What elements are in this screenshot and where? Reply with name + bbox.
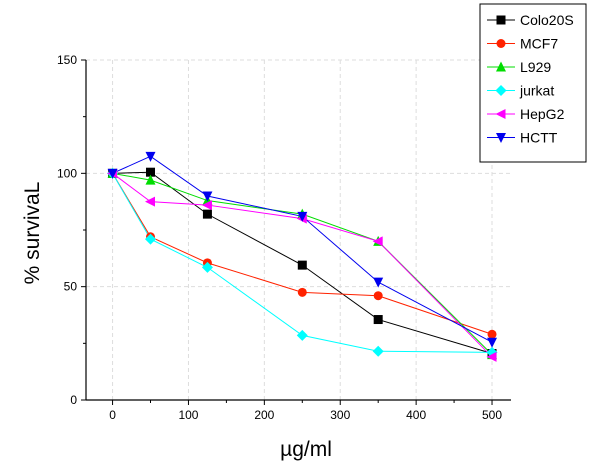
data-point-colo20s: [297, 260, 307, 270]
x-tick-label: 0: [109, 408, 116, 422]
legend-entry-colo20s: Colo20S: [487, 12, 574, 28]
legend-label: L929: [520, 59, 551, 75]
plot-area: [107, 151, 498, 362]
legend-label: HCTT: [520, 130, 558, 146]
data-point-hctt: [202, 191, 213, 202]
data-point-mcf7: [487, 329, 497, 339]
legend-label: MCF7: [520, 36, 558, 52]
legend-entry-l929: L929: [487, 59, 551, 75]
data-point-jurkat: [145, 233, 157, 245]
data-point-hepg2: [201, 200, 212, 211]
legend-marker: [495, 109, 506, 119]
data-point-mcf7: [297, 287, 307, 297]
data-point-hepg2: [145, 196, 156, 207]
data-point-colo20s: [146, 167, 156, 177]
legend-entry-hctt: HCTT: [487, 130, 558, 146]
legend-marker: [496, 39, 506, 48]
data-point-jurkat: [201, 261, 213, 273]
series-line-mcf7: [112, 173, 493, 335]
x-tick-label: 500: [482, 408, 502, 422]
data-point-colo20s: [373, 315, 383, 325]
x-axis-title: µg/ml: [280, 438, 332, 461]
data-point-hctt: [487, 337, 498, 348]
legend-entry-mcf7: MCF7: [487, 36, 558, 52]
grid: [86, 59, 511, 400]
data-point-colo20s: [202, 209, 212, 219]
legend-label: jurkat: [519, 83, 554, 99]
data-point-hctt: [145, 151, 156, 162]
x-tick-label: 200: [254, 408, 274, 422]
series-line-jurkat: [112, 173, 493, 353]
legend: Colo20S MCF7 L929 jurkat HepG2 HCTT: [479, 3, 587, 163]
data-point-mcf7: [373, 291, 383, 301]
axes: 0 100 200 300 400 500 0 50 100 150: [57, 53, 511, 422]
x-tick-label: 400: [406, 408, 426, 422]
y-tick-label: 150: [57, 53, 77, 67]
series-line-hctt: [112, 155, 493, 343]
data-point-hepg2: [372, 236, 383, 247]
legend-marker: [496, 61, 506, 72]
legend-marker: [495, 85, 507, 96]
data-point-hctt: [373, 277, 384, 288]
legend-label: Colo20S: [520, 12, 574, 28]
legend-marker: [496, 133, 506, 143]
data-point-hctt: [107, 168, 118, 179]
y-axis-title: % survivaL: [21, 182, 44, 285]
data-point-jurkat: [296, 329, 308, 341]
data-point-l929: [145, 174, 156, 185]
series-line-colo20s: [112, 171, 493, 355]
legend-entry-hepg2: HepG2: [487, 106, 565, 122]
x-tick-label: 300: [330, 408, 350, 422]
series-line-hepg2: [112, 172, 493, 358]
y-tick-label: 50: [64, 280, 78, 294]
y-tick-label: 0: [70, 393, 77, 407]
legend-label: HepG2: [520, 106, 565, 122]
legend-marker: [496, 15, 506, 25]
x-tick-label: 100: [178, 408, 198, 422]
legend-entry-jurkat: jurkat: [487, 83, 554, 99]
y-tick-label: 100: [57, 166, 77, 180]
data-point-hctt: [297, 211, 308, 222]
data-point-jurkat: [372, 345, 384, 357]
data-point-hepg2: [486, 351, 497, 362]
